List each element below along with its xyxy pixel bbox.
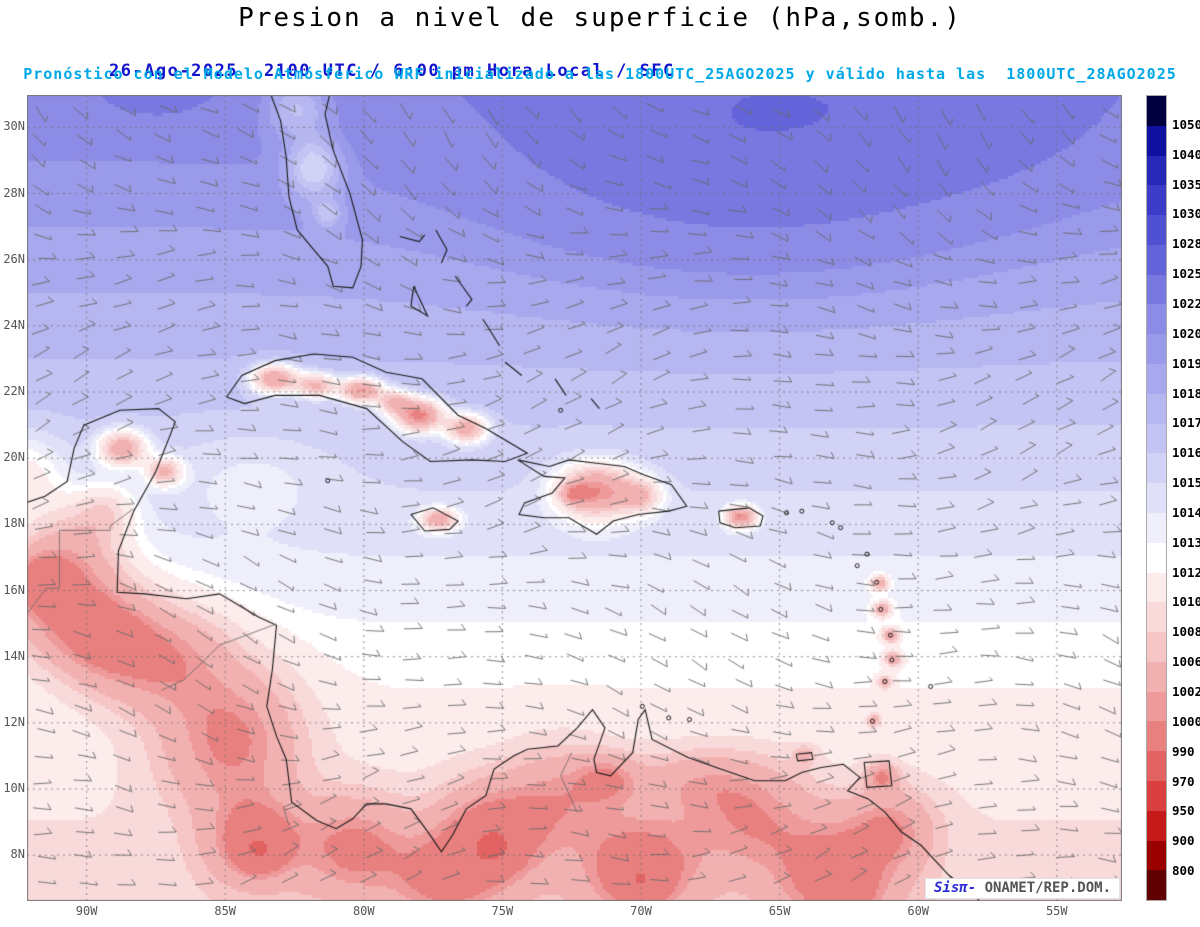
colorbar-value: 1035 (1172, 176, 1200, 192)
colorbar-cell (1147, 304, 1166, 335)
datetime-line: 26-Ago-2025 2100 UTC / 6:00 pm Hora Local… (62, 41, 675, 101)
colorbar-cell (1147, 364, 1166, 394)
colorbar-cell (1147, 453, 1166, 484)
colorbar-cell (1147, 512, 1166, 543)
forecast-date: 26-Ago-2025 (108, 61, 239, 81)
colorbar-value: 1050 (1172, 116, 1200, 132)
lat-label: 16N (3, 582, 25, 597)
credit-org: ONAMET/REP.DOM. (976, 880, 1111, 896)
colorbar-cell (1147, 334, 1166, 365)
lat-label: 18N (3, 516, 25, 531)
pressure-colorbar: 1050 1040 1035 1030 1028 1025 1022 1020 1019 1018… (1146, 95, 1200, 901)
lat-label: 22N (3, 384, 25, 399)
lat-label: 12N (3, 714, 25, 729)
lon-label: 85W (214, 904, 237, 918)
colorbar-cell (1147, 632, 1166, 662)
colorbar-value: 1006 (1172, 654, 1200, 670)
lon-label: 70W (630, 904, 652, 918)
colorbar-value: 990 (1172, 743, 1195, 759)
colorbar-value: 1016 (1172, 445, 1200, 461)
colorbar-value: 1014 (1172, 504, 1200, 520)
colorbar-cell (1147, 185, 1166, 216)
colorbar-cell (1147, 423, 1166, 454)
colorbar-value: 1017 (1172, 415, 1200, 431)
lat-label: 24N (3, 317, 25, 332)
lon-label: 90W (75, 904, 98, 918)
map-area: Sisπ- ONAMET/REP.DOM. (27, 95, 1122, 901)
lat-label: 14N (3, 648, 25, 663)
colorbar-value: 800 (1172, 863, 1195, 879)
colorbar-cell (1147, 661, 1166, 692)
lon-label: 60W (907, 904, 930, 918)
colorbar-value: 900 (1172, 833, 1195, 849)
lon-label: 75W (491, 904, 514, 918)
colorbar-cell (1147, 393, 1166, 424)
lon-label: 55W (1045, 904, 1068, 918)
colorbar-cell (1147, 483, 1166, 513)
colorbar-cell (1147, 244, 1166, 275)
lat-label: 20N (3, 450, 25, 465)
colorbar-value: 1028 (1172, 236, 1200, 252)
colorbar-value: 1013 (1172, 534, 1200, 550)
colorbar-value: 1020 (1172, 325, 1200, 341)
model-info-line: Pronóstico con el Modelo Atmósferico WRF… (23, 65, 1177, 83)
colorbar-value: 1019 (1172, 355, 1200, 371)
colorbar-cell (1147, 870, 1166, 901)
colorbar-cell (1147, 721, 1166, 752)
colorbar-value: 1022 (1172, 295, 1200, 311)
colorbar-cell (1147, 155, 1166, 186)
lon-label: 80W (352, 904, 375, 918)
lon-label: 65W (768, 904, 791, 918)
page-title: Presion a nivel de superficie (hPa,somb.… (238, 3, 962, 33)
lat-label: 30N (3, 119, 25, 134)
colorbar-value: 1000 (1172, 713, 1200, 729)
colorbar-value: 1040 (1172, 146, 1200, 162)
colorbar-cell (1147, 572, 1166, 603)
colorbar-cell (1147, 840, 1166, 871)
colorbar-value: 1018 (1172, 385, 1200, 401)
forecast-time: 2100 UTC / 6:00 pm Hora Local / SFC (264, 61, 675, 81)
colorbar-strip (1146, 95, 1167, 901)
lat-label: 26N (3, 251, 25, 266)
colorbar-value: 1008 (1172, 624, 1200, 640)
colorbar-cell (1147, 542, 1166, 573)
colorbar-cell (1147, 780, 1166, 811)
lat-label: 28N (3, 185, 25, 200)
colorbar-cell (1147, 691, 1166, 722)
credit-badge: Sisπ- ONAMET/REP.DOM. (924, 878, 1120, 899)
colorbar-cell (1147, 602, 1166, 633)
lat-label: 8N (10, 847, 25, 862)
lat-label: 10N (3, 781, 25, 796)
colorbar-cell (1147, 125, 1166, 156)
colorbar-cell (1147, 215, 1166, 245)
pressure-map-canvas (27, 95, 1122, 901)
colorbar-value: 1002 (1172, 684, 1200, 700)
colorbar-value: 950 (1172, 803, 1195, 819)
sispi-logo: Sisπ- (933, 880, 977, 896)
colorbar-value: 1030 (1172, 206, 1200, 222)
colorbar-cell (1147, 810, 1166, 841)
colorbar-value: 970 (1172, 773, 1195, 789)
colorbar-value: 1015 (1172, 475, 1200, 491)
colorbar-value: 1025 (1172, 266, 1200, 282)
colorbar-value: 1010 (1172, 594, 1200, 610)
colorbar-cell (1147, 751, 1166, 781)
colorbar-value: 1012 (1172, 564, 1200, 580)
colorbar-cell (1147, 274, 1166, 305)
colorbar-cell (1147, 96, 1166, 126)
